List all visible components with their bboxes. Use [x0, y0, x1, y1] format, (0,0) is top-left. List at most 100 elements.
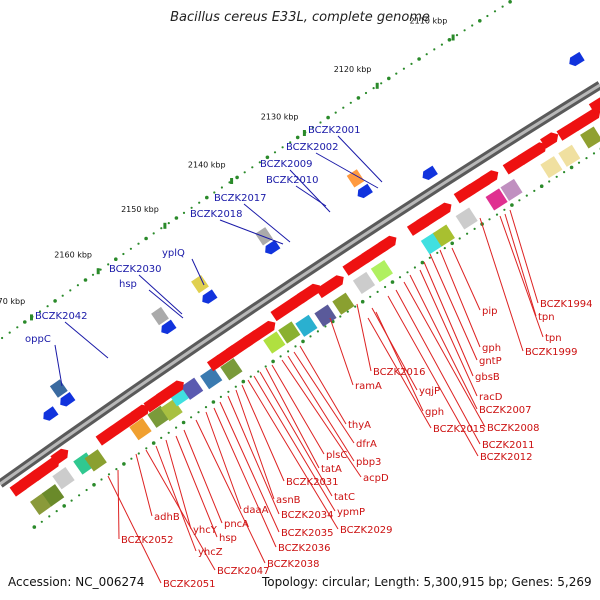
forward-gene-arrow: [31, 457, 60, 481]
gc-dot: [257, 370, 260, 373]
reverse-gene-arrow: [422, 165, 438, 180]
blue-leader-line: [243, 203, 291, 243]
red-leader-line: [235, 389, 275, 500]
forward-gene-label: BCZK2007: [479, 405, 532, 416]
feature-box: [84, 449, 107, 472]
red-leader-line: [367, 317, 432, 429]
red-leader-line: [175, 435, 218, 538]
forward-gene-label: tpn: [538, 312, 555, 323]
forward-gene-arrow: [315, 275, 344, 299]
blue-leader-line: [148, 289, 184, 319]
gc-dot: [32, 525, 37, 529]
gc-dot: [440, 43, 443, 46]
position-tick-mark: [230, 178, 234, 184]
forward-gene-arrow: [378, 235, 397, 253]
gc-dot: [294, 345, 297, 348]
red-leader-line: [227, 395, 280, 515]
forward-gene-label: acpD: [363, 473, 389, 484]
feature-box: [263, 331, 286, 354]
gc-dot: [83, 278, 88, 282]
forward-gene-label: hsp: [219, 533, 237, 544]
gc-dot: [40, 520, 43, 523]
feature-box: [540, 156, 563, 179]
forward-gene-label: BCZK2015: [433, 424, 486, 435]
red-leader-line: [107, 475, 162, 584]
blue-leader-line: [138, 274, 183, 315]
gc-dot: [107, 263, 110, 266]
forward-gene-arrow: [156, 380, 184, 404]
gc-dot: [204, 406, 208, 409]
gc-dot: [508, 0, 512, 4]
gc-dot: [198, 201, 201, 204]
reverse-gene-label: hsp: [119, 279, 137, 290]
red-leader-line: [439, 249, 481, 348]
forward-gene-label: thyA: [348, 420, 371, 431]
gc-dot: [182, 211, 186, 214]
gc-dot: [271, 359, 275, 364]
gc-dot: [510, 203, 514, 207]
gc-dot: [342, 106, 345, 109]
forward-gene-label: dfrA: [356, 439, 377, 450]
red-leader-line: [409, 274, 478, 410]
gc-dot: [420, 260, 425, 265]
reverse-gene-label: BCZK2018: [190, 209, 243, 220]
gc-dot: [137, 242, 140, 245]
forward-gene-label: BCZK2011: [482, 440, 535, 451]
gc-dot: [61, 294, 64, 297]
position-tick-mark: [96, 268, 100, 275]
position-tick-label: 2120 kbp: [334, 65, 372, 74]
forward-gene-label: BCZK2036: [278, 543, 331, 554]
red-leader-line: [509, 209, 539, 304]
reverse-gene-label: BCZK2017: [214, 193, 267, 204]
red-leader-line: [265, 367, 320, 469]
blue-leader-line: [289, 169, 331, 213]
gc-dot: [273, 151, 277, 154]
gc-dot: [145, 447, 148, 450]
feature-box: [500, 178, 523, 201]
red-leader-line: [219, 401, 280, 533]
reverse-gene-arrow: [569, 51, 585, 67]
red-leader-line: [395, 289, 481, 445]
red-leader-line: [293, 351, 355, 444]
reverse-gene-label: BCZK2009: [260, 159, 313, 170]
gc-dot: [387, 76, 391, 81]
gc-dot: [16, 326, 19, 329]
forward-gene-arrow: [252, 320, 276, 341]
forward-gene-label: gph: [425, 407, 444, 418]
gc-dot: [175, 426, 178, 429]
gc-dot: [227, 390, 230, 393]
gc-dot: [406, 271, 409, 274]
forward-gene-arrow: [130, 404, 149, 422]
position-tick-mark: [30, 314, 33, 321]
forward-gene-arrow: [556, 121, 580, 141]
forward-gene-label: BCZK2052: [121, 535, 174, 546]
red-leader-line: [499, 215, 544, 338]
gc-dot: [190, 206, 193, 209]
gc-dot: [219, 395, 222, 398]
gc-dot: [241, 379, 246, 384]
forward-gene-label: tatC: [334, 492, 355, 503]
gc-dot: [539, 184, 544, 188]
gc-dot: [107, 473, 111, 476]
gc-dot: [85, 488, 88, 492]
forward-gene-label: pip: [482, 306, 497, 317]
red-leader-line: [195, 419, 266, 564]
reverse-gene-label: oppC: [25, 334, 51, 345]
feature-box: [180, 377, 204, 400]
gc-dot: [167, 222, 170, 225]
gc-dot: [471, 24, 474, 27]
gc-dot: [174, 216, 179, 220]
forward-gene-arrow: [111, 411, 139, 435]
gc-dot: [243, 171, 246, 174]
red-leader-line: [165, 439, 192, 530]
gc-dot: [455, 34, 459, 37]
forward-gene-label: BCZK2038: [267, 559, 320, 570]
gc-dot: [251, 166, 254, 169]
gc-dot: [533, 189, 536, 192]
forward-gene-label: asnB: [276, 495, 301, 506]
gc-dot: [488, 218, 491, 221]
red-leader-line: [241, 384, 285, 482]
blue-leader-line: [295, 185, 327, 207]
